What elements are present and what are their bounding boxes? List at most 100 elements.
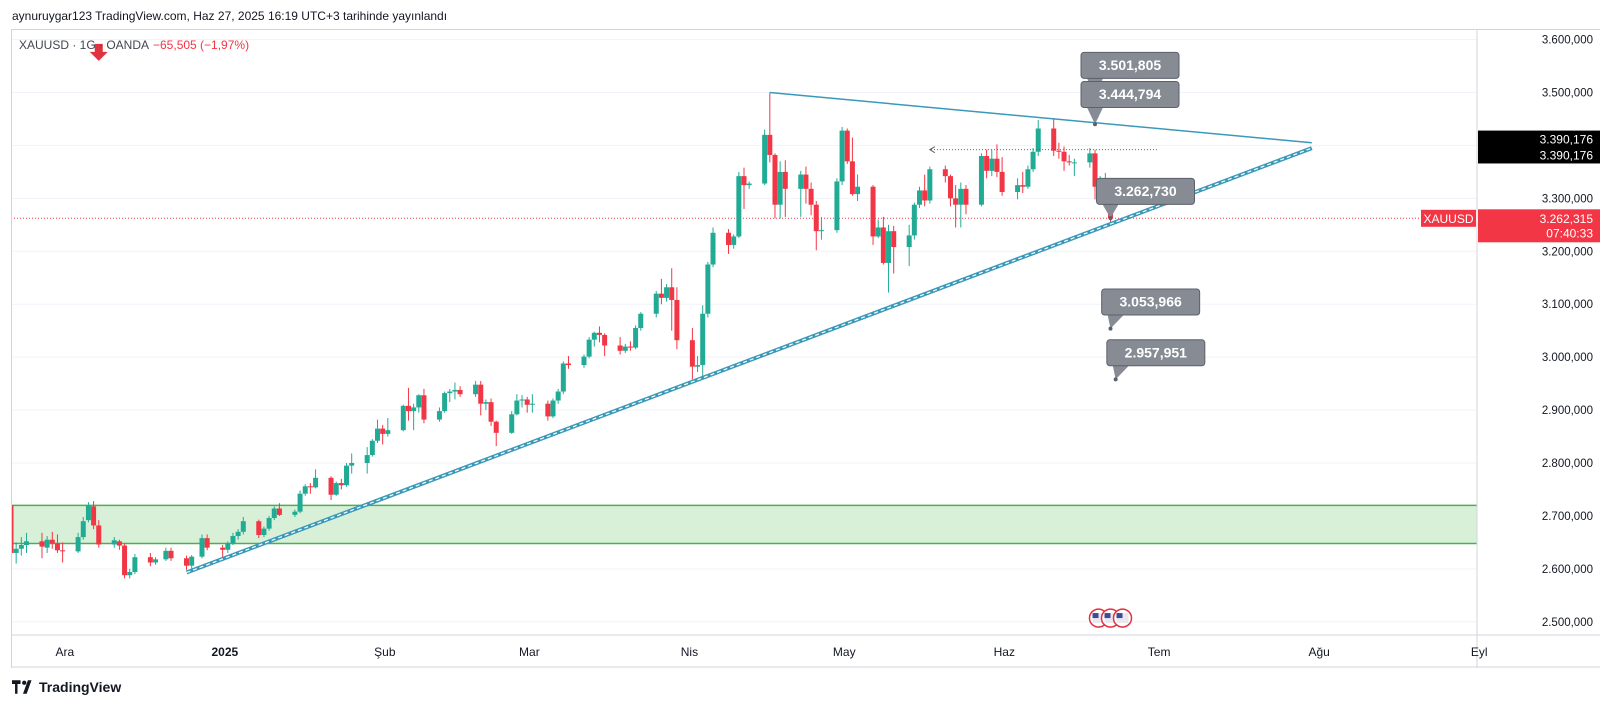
candle-body [313, 477, 319, 488]
candle-body [488, 402, 494, 422]
candle-body [736, 176, 742, 237]
candle-body [60, 550, 66, 552]
candle-body [1035, 128, 1041, 152]
callout-label: 3.053,966 [1120, 293, 1182, 309]
candle-body [710, 232, 716, 265]
candle-body [328, 477, 334, 495]
candle-body [199, 538, 205, 557]
candle-body [917, 190, 923, 205]
candle-body [741, 176, 747, 186]
candle-body [731, 236, 737, 245]
candle-body [617, 345, 623, 351]
candle-body [184, 558, 190, 566]
candle-body [880, 227, 886, 263]
price-chart[interactable]: 3.501,805 3.444,794 3.262,730 3.053,966 2.95… [8, 29, 1600, 668]
candle-body [338, 483, 344, 486]
candle-body [550, 400, 556, 417]
candle-body [116, 541, 122, 546]
candle-body [380, 428, 386, 434]
y-tick-label: 3.300,000 [1542, 193, 1593, 205]
price-tag-box [1478, 146, 1600, 164]
candle-body [870, 186, 876, 237]
x-tick-label: Ağu [1308, 645, 1329, 659]
candle-body [519, 399, 525, 401]
candle-body [746, 183, 752, 186]
x-tick-label: Tem [1148, 645, 1171, 659]
candle-body [772, 154, 778, 205]
callout-box [1106, 339, 1206, 367]
chart-svg[interactable]: 3.501,805 3.444,794 3.262,730 3.053,966 2.95… [8, 29, 1600, 668]
candle-body [163, 550, 169, 560]
candle-body [1087, 153, 1093, 163]
candles-layer [8, 92, 1113, 579]
candle-body [276, 508, 282, 515]
candle-body [803, 174, 809, 189]
candle-body [411, 407, 417, 412]
us-flag-canton [1092, 613, 1099, 619]
candle-body [653, 293, 659, 314]
candle-body [436, 411, 442, 420]
candle-body [633, 328, 639, 348]
candle-body [111, 540, 117, 545]
upper-trendline [769, 91, 1312, 144]
candle-body [855, 186, 861, 195]
candle-body [18, 545, 24, 549]
candle-body [984, 156, 990, 171]
candle-body [638, 313, 644, 329]
y-tick-label: 3.600,000 [1542, 35, 1593, 47]
candle-body [953, 198, 959, 205]
candle-body [942, 169, 948, 177]
callout-label: 3.262,730 [1114, 183, 1176, 199]
candle-body [700, 313, 706, 366]
callout-label: 2.957,951 [1125, 344, 1187, 360]
candle-body [813, 204, 819, 232]
candle-body [762, 134, 768, 184]
callout-pointer [1102, 204, 1119, 219]
candle-body [808, 188, 814, 205]
candle-body [565, 363, 571, 366]
candle-body [509, 414, 515, 433]
candle-body [39, 541, 45, 547]
price-tag-label: 3.390,176 [1540, 148, 1594, 162]
candle-body [1056, 150, 1062, 152]
candle-body [927, 169, 933, 201]
us-flag-canton [1116, 613, 1123, 619]
footer-brand-text: TradingView [39, 679, 122, 695]
candle-body [529, 403, 535, 405]
candle-body [669, 287, 675, 300]
symbol-info: XAUUSD · 1G · OANDA [19, 38, 149, 52]
callout-point [1108, 326, 1113, 331]
candle-body [782, 171, 788, 189]
candle-body [405, 405, 411, 412]
callout-pointer [1112, 365, 1129, 380]
candle-body [302, 486, 308, 494]
candle-body [726, 232, 732, 245]
candle-body [596, 332, 602, 335]
y-tick-label: 2.700,000 [1542, 511, 1593, 523]
callout-pointer [1087, 107, 1104, 125]
candle-body [80, 521, 86, 538]
candle-body [349, 462, 355, 466]
candle-body [261, 528, 267, 535]
symbol-change: −65,505 (−1,97%) [153, 38, 249, 52]
candle-body [891, 231, 897, 248]
x-tick-label: 2025 [211, 645, 238, 659]
candle-body [947, 176, 953, 199]
candle-body [1092, 153, 1098, 187]
candle-body [473, 384, 479, 395]
candle-body [132, 557, 138, 573]
candle-body [168, 550, 174, 559]
y-tick-label: 3.100,000 [1542, 299, 1593, 311]
candle-body [122, 545, 128, 576]
callout-point [1108, 216, 1113, 221]
candle-body [54, 543, 60, 551]
price-tag-box [1478, 130, 1600, 148]
candle-body [555, 391, 561, 401]
candle-body [266, 518, 272, 529]
candle-body [1061, 151, 1067, 162]
symbol-tag-label: XAUUSD [1423, 212, 1473, 226]
candle-body [452, 389, 458, 392]
candle-body [256, 521, 262, 535]
candle-body [344, 465, 350, 486]
